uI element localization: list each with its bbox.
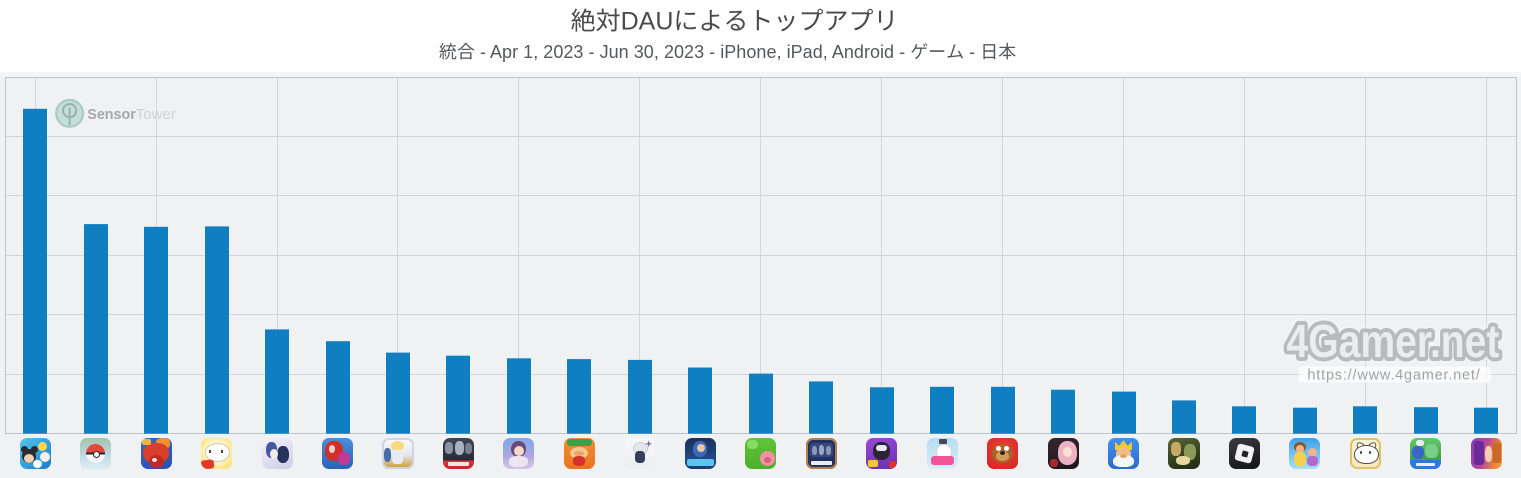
- svg-text:-: -: [964, 42, 980, 62]
- svg-text:- Apr 1, 2023 - Jun 30, 2023 -: - Apr 1, 2023 - Jun 30, 2023 - iPhone, i…: [475, 42, 910, 62]
- svg-text:Sensor: Sensor: [87, 107, 136, 123]
- svg-text:DAU: DAU: [621, 8, 674, 36]
- svg-text:https://www.4gamer.net/: https://www.4gamer.net/: [1307, 368, 1480, 384]
- svg-text:Tower: Tower: [136, 106, 176, 123]
- svg-text:4Gamer.net: 4Gamer.net: [1287, 316, 1500, 368]
- svg-text:4Gamer.net: 4Gamer.net: [1287, 316, 1500, 368]
